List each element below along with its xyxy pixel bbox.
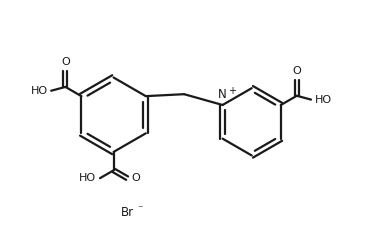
Text: Br: Br	[121, 206, 134, 219]
Text: ⁻: ⁻	[137, 204, 143, 214]
Text: O: O	[61, 57, 70, 67]
Text: HO: HO	[314, 95, 332, 105]
Text: +: +	[229, 86, 236, 96]
Text: O: O	[131, 173, 140, 183]
Text: O: O	[293, 66, 301, 76]
Text: HO: HO	[31, 86, 47, 96]
Text: N: N	[218, 88, 227, 101]
Text: HO: HO	[79, 173, 97, 183]
